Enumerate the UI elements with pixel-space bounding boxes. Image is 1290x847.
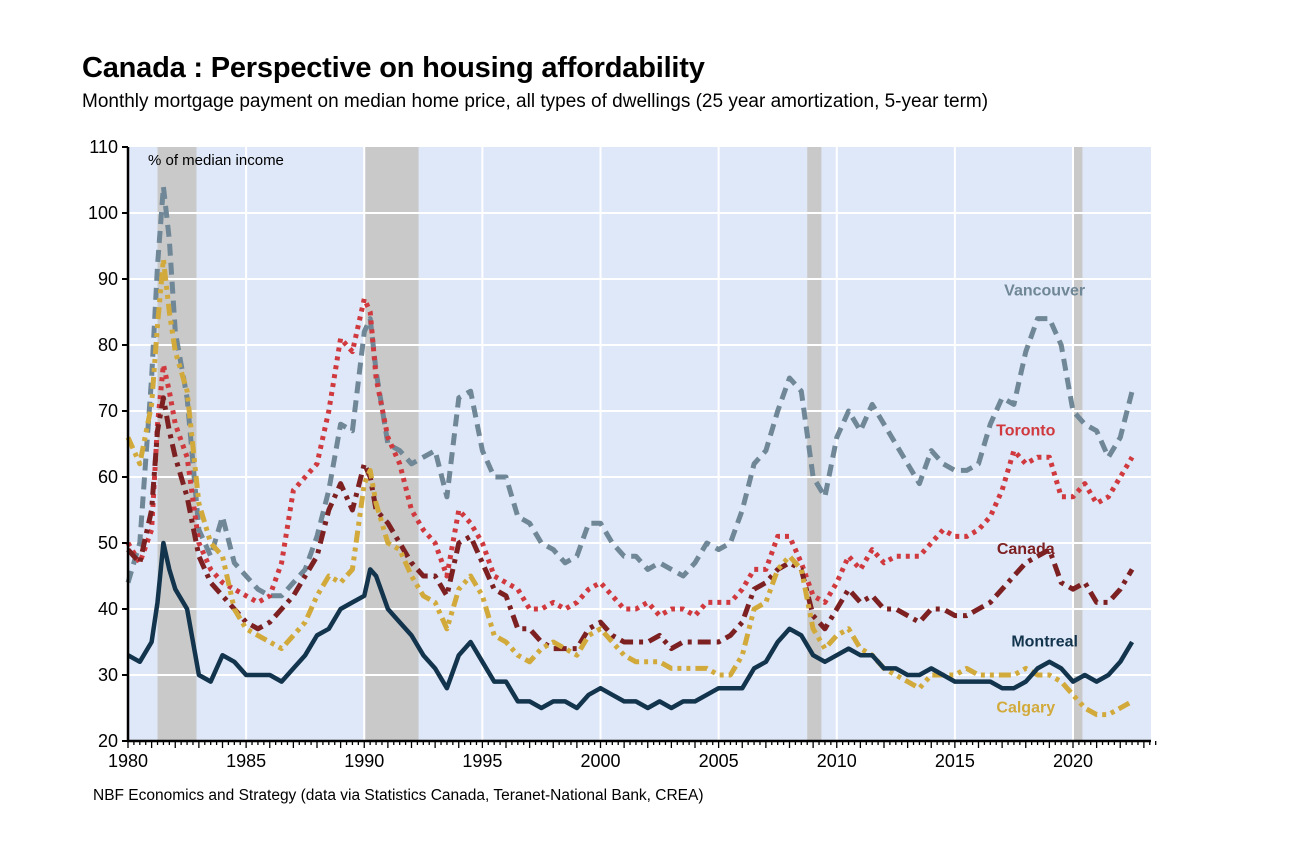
y-tick-label: 90 <box>98 269 118 289</box>
series-label-canada: Canada <box>997 541 1055 558</box>
chart-title: Canada : Perspective on housing affordab… <box>82 52 705 84</box>
x-tick-label: 1985 <box>226 751 266 771</box>
recession-band <box>1073 147 1083 741</box>
y-tick-label: 40 <box>98 599 118 619</box>
y-tick-label: 80 <box>98 335 118 355</box>
series-label-toronto: Toronto <box>996 422 1055 439</box>
series-line-montreal <box>126 540 1135 711</box>
series-lines <box>125 184 1135 718</box>
y-axis-unit-label: % of median income <box>148 152 284 169</box>
x-tick-label: 1980 <box>108 751 148 771</box>
plot-background <box>128 147 1151 741</box>
y-tick-label: 50 <box>98 533 118 553</box>
y-tick-label: 30 <box>98 665 118 685</box>
y-tick-label: 100 <box>88 203 118 223</box>
x-tick-label: 1995 <box>462 751 502 771</box>
chart-subtitle: Monthly mortgage payment on median home … <box>82 91 989 112</box>
x-tick-label: 1990 <box>344 751 384 771</box>
series-line-canada <box>126 395 1135 652</box>
recession-bands <box>157 147 1083 741</box>
x-tick-label: 2015 <box>935 751 975 771</box>
series-label-calgary: Calgary <box>996 700 1055 717</box>
gridlines <box>128 147 1151 741</box>
y-tick-label: 110 <box>89 137 118 157</box>
series-line-vancouver <box>125 184 1135 599</box>
x-tick-label: 2010 <box>817 751 857 771</box>
x-tick-label: 2005 <box>699 751 739 771</box>
y-tick-label: 60 <box>98 467 118 487</box>
recession-band <box>364 147 419 741</box>
series-labels: Vancouver Toronto Canada Montreal Calgary <box>996 283 1085 717</box>
series-line-calgary <box>125 256 1134 718</box>
x-tick-label: 2020 <box>1053 751 1093 771</box>
series-label-vancouver: Vancouver <box>1004 283 1085 300</box>
y-tick-label: 20 <box>98 731 118 751</box>
axes: 20 30 40 50 60 70 80 90 100 110 1980 1985 1990 1995 20… <box>88 137 1157 771</box>
source-note: NBF Economics and Strategy (data via Sta… <box>93 787 704 804</box>
y-tick-label: 70 <box>98 401 118 421</box>
x-tick-label: 2000 <box>580 751 620 771</box>
series-line-toronto <box>125 296 1135 619</box>
series-label-montreal: Montreal <box>1011 634 1078 651</box>
